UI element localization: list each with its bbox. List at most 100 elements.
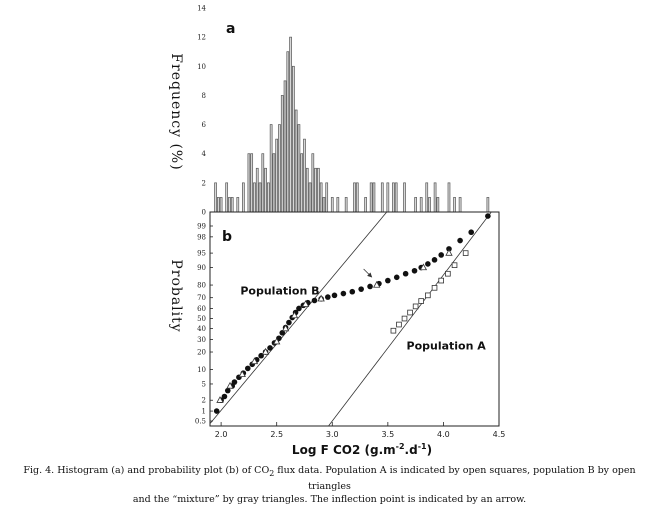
probability-x-tick-label: 3.5 (381, 430, 394, 439)
mixture-point (393, 274, 400, 281)
mixture-point (349, 288, 356, 295)
histogram-bar (372, 182, 376, 213)
mixture-point (213, 408, 220, 414)
population-a-point (451, 262, 458, 269)
population-a-point (418, 298, 424, 304)
histogram-bar (230, 197, 234, 213)
histogram-bar (275, 138, 279, 213)
population-b-point (216, 396, 224, 403)
population-b-point (290, 311, 299, 319)
population-b-point (373, 280, 381, 288)
caption-line1-b: flux data. Population A is indicated by … (274, 465, 636, 492)
probability-y-tick-label: 2 (202, 397, 206, 405)
histogram-y-tick-label: 10 (197, 63, 206, 71)
histogram-bar (305, 167, 309, 213)
histogram-bar (403, 182, 406, 213)
histogram-bar (436, 197, 440, 213)
histogram-y-tick-label: 0 (202, 209, 206, 217)
population-a-label: Population A (407, 339, 487, 352)
mixture-point (221, 393, 228, 400)
histogram-bar (447, 182, 451, 213)
histogram-bar (303, 138, 306, 213)
probability-x-ticks: 2.0 2.5 3.0 3.5 4.0 4.5 (215, 422, 505, 439)
mixture-point (231, 379, 238, 385)
histogram-bar (319, 182, 323, 213)
histogram-bar (458, 197, 462, 213)
mixture-point (411, 267, 418, 274)
mixture-point (325, 294, 331, 300)
mixture-point (457, 237, 463, 244)
mixture-point (431, 257, 438, 263)
population-b-label: Population B (240, 284, 319, 297)
data-points (213, 213, 491, 414)
population-b-point (226, 381, 234, 389)
mixture-point (485, 213, 491, 219)
probability-x-tick-label: 4.0 (437, 430, 450, 439)
probability-y-tick-label: 1 (202, 408, 206, 416)
population-b-point (419, 263, 428, 271)
histogram-bar (247, 153, 251, 213)
probability-plot-frame (209, 211, 500, 427)
probability-y-tick-label: 40 (197, 325, 206, 333)
histogram-bar (425, 182, 429, 213)
histogram-bar (280, 95, 284, 213)
panel-label-a: a (226, 21, 235, 37)
histogram-bar (228, 197, 231, 213)
histogram-bar (369, 182, 373, 213)
population-b-point (281, 324, 290, 332)
histogram-bar (355, 182, 359, 213)
histogram-bar (453, 197, 456, 213)
histogram-bar (317, 167, 320, 213)
histogram-bar (269, 124, 273, 213)
histogram-y-tick-label: 2 (202, 179, 206, 187)
mixture-point (402, 270, 409, 277)
histogram-bar (419, 197, 423, 213)
histogram-bar (308, 182, 312, 213)
histogram-bar (414, 197, 417, 213)
histogram-bar (336, 197, 340, 213)
population-a-point (401, 315, 408, 322)
population-b-point (238, 370, 246, 378)
probability-y-tick-label: 95 (197, 250, 206, 258)
mixture-point (340, 290, 347, 297)
histogram-bar (325, 182, 329, 213)
inflection-point-arrow (363, 268, 373, 278)
mixture-point (279, 329, 286, 336)
mixture-point (244, 365, 251, 372)
caption-line-2: and the “mixture” by gray triangles. The… (132, 493, 527, 505)
population-b-point (445, 248, 453, 256)
histogram-bar (255, 167, 259, 213)
population-b-point (317, 294, 325, 302)
probability-plot-panel: b Probality 0.5 1 2 5 10 20 30 40 50 60 70 80 90 95 98… (168, 211, 505, 457)
histogram-bar (428, 197, 431, 213)
histogram-bar (253, 182, 256, 213)
mixture-point (224, 387, 231, 394)
histogram-bar (283, 80, 287, 213)
histogram-bar (300, 153, 304, 213)
x-axis-label: Log F CO2 (g.m-2.d-1) (292, 442, 432, 457)
histogram-y-tick-label: 12 (197, 34, 206, 42)
population-a-point (438, 277, 444, 284)
histogram-bar (219, 197, 223, 213)
histogram-bar (392, 182, 395, 213)
histogram-bar (294, 109, 298, 213)
population-b-point (301, 300, 310, 307)
probability-y-tick-label: 30 (197, 336, 206, 344)
population-b-point (250, 357, 259, 365)
histogram-y-tick-label: 6 (202, 121, 207, 129)
probability-y-tick-label: 70 (197, 294, 206, 302)
histogram-bar (311, 153, 315, 213)
population-a-point (407, 309, 413, 316)
histogram-bar (267, 182, 270, 213)
fit-line (210, 212, 388, 425)
histogram-bar (314, 167, 317, 213)
population-a-point (412, 303, 419, 310)
population-b-point (261, 347, 270, 355)
histogram-bar (322, 197, 326, 213)
histogram-y-ticks: 0 2 4 6 8 10 12 14 (197, 5, 206, 217)
mixture-point (286, 319, 292, 326)
mixture-point (438, 252, 445, 258)
probability-y-tick-label: 60 (197, 305, 206, 313)
histogram-y-tick-label: 14 (197, 5, 206, 13)
histogram-bar (236, 197, 240, 213)
